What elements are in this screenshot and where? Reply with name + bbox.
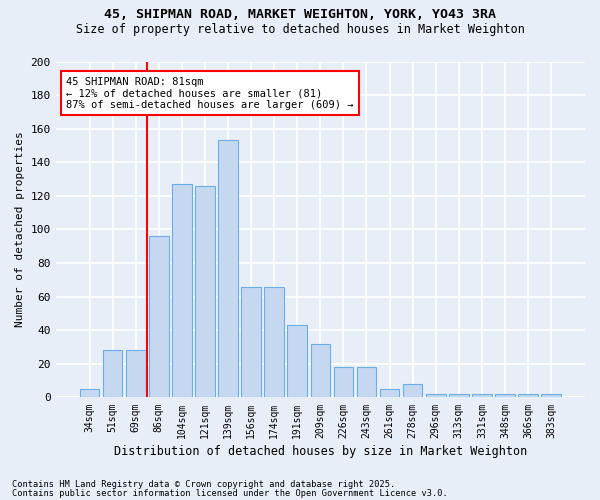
Bar — [334, 367, 353, 398]
Bar — [541, 394, 561, 398]
Bar — [403, 384, 422, 398]
Bar — [311, 344, 330, 398]
Text: Contains public sector information licensed under the Open Government Licence v3: Contains public sector information licen… — [12, 489, 448, 498]
Bar — [380, 389, 400, 398]
Bar — [149, 236, 169, 398]
Text: Contains HM Land Registry data © Crown copyright and database right 2025.: Contains HM Land Registry data © Crown c… — [12, 480, 395, 489]
Bar — [265, 286, 284, 398]
Bar — [241, 286, 261, 398]
Bar — [195, 186, 215, 398]
Bar — [356, 367, 376, 398]
Bar — [287, 325, 307, 398]
Bar — [518, 394, 538, 398]
Bar — [80, 389, 100, 398]
Bar — [495, 394, 515, 398]
Text: 45 SHIPMAN ROAD: 81sqm
← 12% of detached houses are smaller (81)
87% of semi-det: 45 SHIPMAN ROAD: 81sqm ← 12% of detached… — [66, 76, 354, 110]
Bar — [172, 184, 191, 398]
Bar — [472, 394, 492, 398]
Bar — [449, 394, 469, 398]
Bar — [218, 140, 238, 398]
Y-axis label: Number of detached properties: Number of detached properties — [15, 132, 25, 328]
Bar — [103, 350, 122, 398]
Text: Size of property relative to detached houses in Market Weighton: Size of property relative to detached ho… — [76, 22, 524, 36]
Bar — [426, 394, 446, 398]
Bar — [126, 350, 146, 398]
Text: 45, SHIPMAN ROAD, MARKET WEIGHTON, YORK, YO43 3RA: 45, SHIPMAN ROAD, MARKET WEIGHTON, YORK,… — [104, 8, 496, 20]
X-axis label: Distribution of detached houses by size in Market Weighton: Distribution of detached houses by size … — [114, 444, 527, 458]
